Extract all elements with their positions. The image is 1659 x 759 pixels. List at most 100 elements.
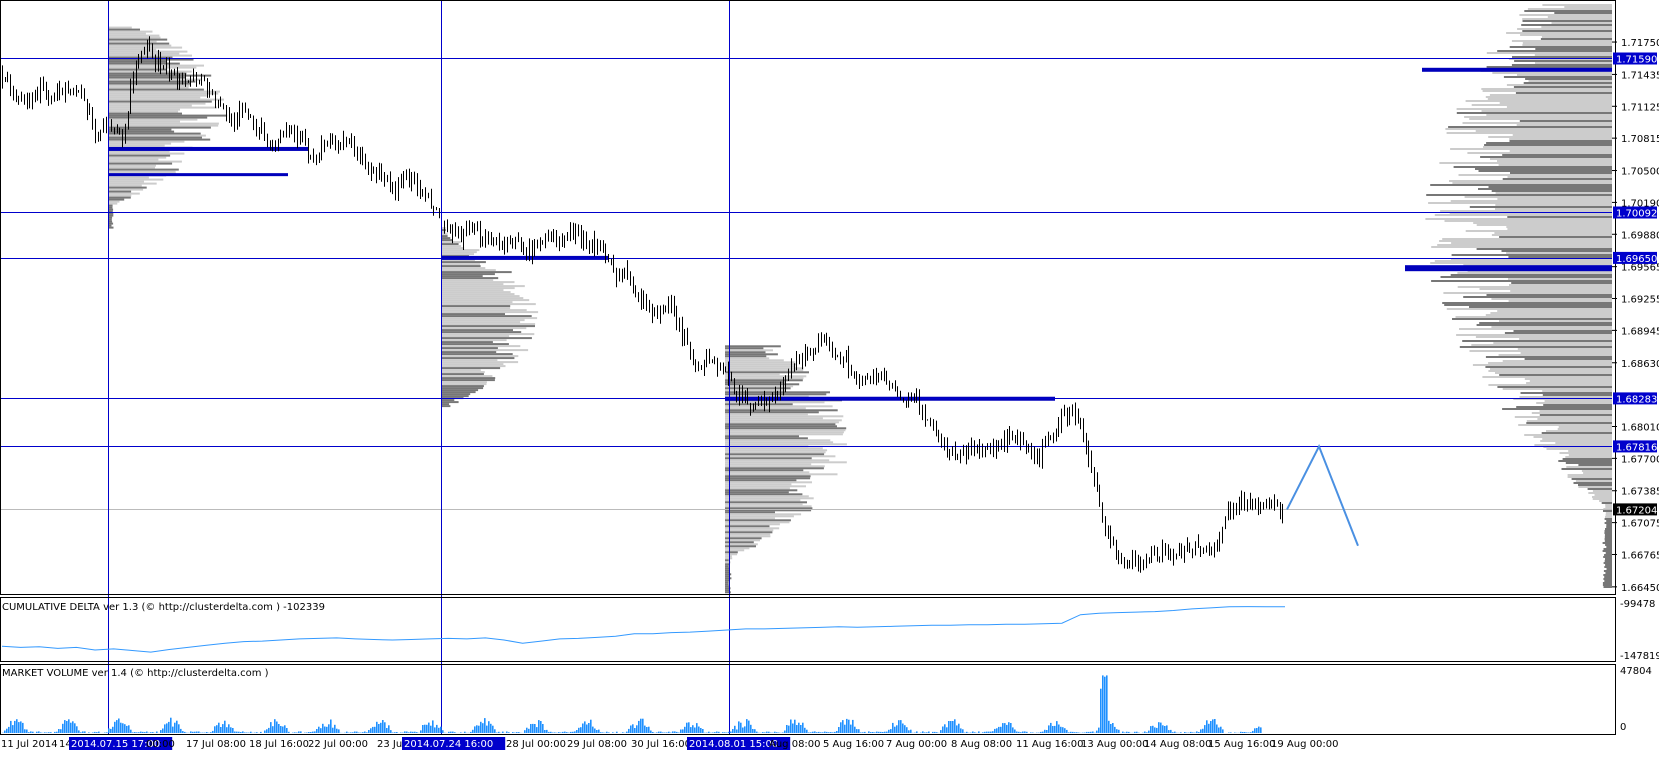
volume-bar [774, 732, 776, 733]
volume-bar [952, 721, 954, 733]
volume-bar [622, 732, 624, 733]
volume-bar [1046, 730, 1048, 733]
profile-row [108, 127, 211, 129]
volume-bar [64, 720, 66, 733]
volume-bar [36, 732, 38, 733]
profile-row [725, 423, 835, 425]
profile-row [725, 451, 826, 453]
profile-row [1497, 198, 1612, 200]
time-tick-label: 2014.08.01 15:00 [689, 739, 778, 750]
volume-bar [754, 729, 756, 733]
volume-bar [994, 729, 996, 733]
delta-axis-top: -99478 [1620, 599, 1655, 610]
volume-bar [990, 732, 992, 733]
profile-row [108, 113, 182, 115]
volume-bar [166, 723, 168, 733]
profile-row [441, 275, 483, 277]
volume-bar [358, 733, 360, 734]
profile-row [1457, 112, 1612, 114]
profile-row [725, 361, 795, 363]
volume-bar [730, 732, 732, 734]
profile-row [1606, 520, 1612, 522]
volume-bar [724, 732, 726, 733]
profile-row [441, 343, 509, 345]
volume-bar [274, 719, 276, 733]
volume-bar [266, 729, 268, 733]
profile-row [1463, 296, 1612, 298]
volume-bar [4, 731, 6, 734]
volume-bar [464, 732, 466, 733]
profile-poc [1405, 265, 1612, 271]
profile-row [108, 43, 169, 45]
profile-row [1605, 560, 1612, 562]
volume-bar [82, 731, 84, 733]
profile-row [725, 345, 781, 347]
delta-axis-bottom: -147819 [1620, 651, 1659, 662]
volume-bar [1158, 722, 1160, 733]
profile-row [1568, 450, 1612, 452]
level-label: 1.70092 [1616, 209, 1657, 220]
profile-row [1452, 182, 1612, 184]
volume-bar [656, 732, 658, 733]
profile-row [441, 285, 525, 287]
profile-row [1582, 470, 1612, 472]
profile-row [441, 341, 493, 343]
profile-row [1526, 382, 1612, 384]
profile-row [108, 167, 155, 169]
volume-bar [74, 723, 76, 733]
profile-row [441, 393, 470, 395]
profile-row [1555, 442, 1612, 444]
volume-bar [492, 726, 494, 733]
profile-row [1543, 404, 1612, 406]
volume-bar [80, 732, 82, 733]
profile-row [1535, 54, 1612, 56]
volume-bar [206, 732, 208, 733]
profile-row [441, 401, 459, 403]
volume-bar [1256, 728, 1258, 733]
profile-row [725, 497, 814, 499]
volume-bar [124, 724, 126, 733]
profile-row [725, 351, 766, 353]
volume-bar [830, 732, 832, 733]
volume-bar [766, 732, 768, 733]
profile-row [1605, 506, 1612, 508]
profile-row [1566, 466, 1612, 468]
time-tick-label: 22 Jul 00:00 [308, 739, 368, 750]
volume-bar [170, 718, 172, 733]
profile-row [1441, 276, 1613, 278]
volume-bar [1216, 725, 1218, 734]
profile-row [725, 465, 825, 467]
profile-row [108, 75, 211, 77]
volume-bar [580, 727, 582, 733]
volume-bar [558, 732, 560, 733]
volume-bar [10, 721, 12, 733]
profile-row [1456, 334, 1612, 336]
volume-bar [1150, 726, 1152, 733]
volume-bar [798, 723, 800, 733]
profile-row [1512, 40, 1612, 42]
profile-row [441, 311, 538, 313]
profile-row [725, 349, 773, 351]
volume-bar [728, 732, 730, 733]
profile-row [441, 261, 486, 263]
volume-bar [1196, 731, 1198, 733]
volume-bar [382, 720, 384, 733]
profile-row [108, 101, 212, 103]
profile-row [1522, 30, 1612, 32]
profile-row [1540, 410, 1613, 412]
profile-row [1605, 572, 1612, 574]
profile-row [1473, 364, 1612, 366]
profile-row [1451, 242, 1612, 244]
profile-row [1431, 280, 1612, 282]
profile-row [441, 267, 485, 269]
volume-bar [48, 732, 50, 733]
volume-bar [534, 724, 536, 733]
profile-row [1463, 122, 1613, 124]
volume-bar [410, 732, 412, 733]
volume-bar [474, 726, 476, 733]
profile-row [725, 493, 802, 495]
profile-row [441, 325, 535, 327]
profile-row [108, 193, 140, 195]
volume-bar [652, 732, 654, 733]
